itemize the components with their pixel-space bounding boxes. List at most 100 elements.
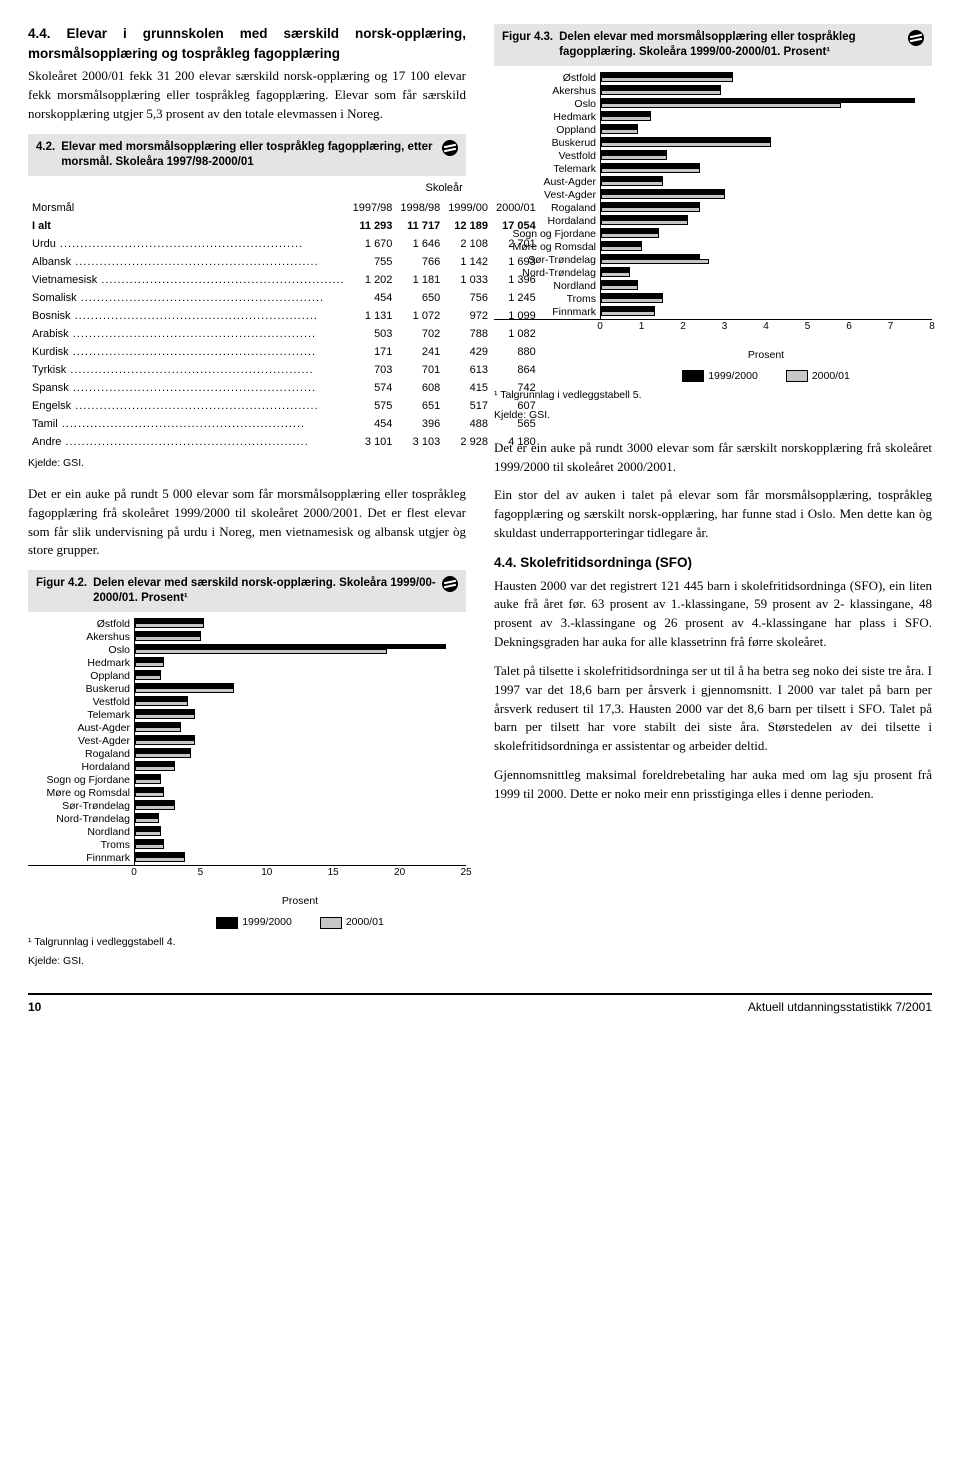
fig42-source: Kjelde: GSI. bbox=[28, 954, 466, 969]
row-value: 12 189 bbox=[444, 218, 492, 236]
axis-tick: 7 bbox=[888, 320, 894, 335]
para-4: Ein stor del av auken i talet på elevar … bbox=[494, 486, 932, 543]
row-value: 454 bbox=[349, 290, 397, 308]
row-label: Somalisk bbox=[28, 290, 349, 308]
chart-category-label: Finnmark bbox=[28, 851, 134, 866]
axis-tick: 3 bbox=[722, 320, 728, 335]
table-col-header: 1997/98 bbox=[349, 200, 397, 218]
figure-title: Delen elevar med morsmålsopplæring eller… bbox=[559, 30, 902, 60]
row-label: Bosnisk bbox=[28, 308, 349, 326]
figure-number: Figur 4.2. bbox=[36, 576, 87, 591]
table-row: Spansk574608415742 bbox=[28, 380, 540, 398]
table-row: Urdu1 6701 6462 1082 701 bbox=[28, 236, 540, 254]
row-value: 11 293 bbox=[349, 218, 397, 236]
row-label: Vietnamesisk bbox=[28, 272, 349, 290]
axis-tick: 0 bbox=[597, 320, 603, 335]
row-label: Tamil bbox=[28, 416, 349, 434]
fig42-footnote: ¹ Talgrunnlag i vedleggstabell 4. bbox=[28, 935, 466, 950]
row-value: 1 202 bbox=[349, 272, 397, 290]
figure-4-2-chart: ØstfoldAkershusOsloHedmarkOpplandBuskeru… bbox=[28, 618, 466, 930]
row-value: 454 bbox=[349, 416, 397, 434]
table-col-header: Morsmål bbox=[28, 200, 349, 218]
row-value: 1 142 bbox=[444, 254, 492, 272]
row-value: 1 181 bbox=[396, 272, 444, 290]
para-7: Gjennomsnittleg maksimal foreldrebetalin… bbox=[494, 766, 932, 804]
row-value: 517 bbox=[444, 398, 492, 416]
figure-4-2-header: Figur 4.2. Delen elevar med særskild nor… bbox=[28, 570, 466, 612]
table-col-header: 1999/00 bbox=[444, 200, 492, 218]
axis-tick: 5 bbox=[198, 866, 204, 881]
axis-tick: 20 bbox=[394, 866, 405, 881]
table-row: I alt11 29311 71712 18917 054 bbox=[28, 218, 540, 236]
axis-label: Prosent bbox=[600, 348, 932, 363]
axis-tick: 25 bbox=[460, 866, 471, 881]
table-row: Arabisk5037027881 082 bbox=[28, 326, 540, 344]
axis-label: Prosent bbox=[134, 894, 466, 909]
axis-tick: 6 bbox=[846, 320, 852, 335]
row-label: Albansk bbox=[28, 254, 349, 272]
table-source: Kjelde: GSI. bbox=[28, 456, 466, 471]
heading-4-4: 4.4. Elevar i grunnskolen med særskild n… bbox=[28, 24, 466, 63]
para-intro: Skoleåret 2000/01 fekk 31 200 elevar sær… bbox=[28, 67, 466, 124]
figure-4-3-chart: ØstfoldAkershusOsloHedmarkOpplandBuskeru… bbox=[494, 72, 932, 384]
stat-icon bbox=[442, 576, 458, 592]
row-value: 241 bbox=[396, 344, 444, 362]
row-value: 1 646 bbox=[396, 236, 444, 254]
stat-icon bbox=[442, 140, 458, 156]
legend-2: 2000/01 bbox=[346, 916, 384, 928]
row-label: Engelsk bbox=[28, 398, 349, 416]
axis-tick: 4 bbox=[763, 320, 769, 335]
row-label: Arabisk bbox=[28, 326, 349, 344]
row-value: 755 bbox=[349, 254, 397, 272]
table-row: Kurdisk171241429880 bbox=[28, 344, 540, 362]
table-number: 4.2. bbox=[36, 140, 55, 155]
publication-title: Aktuell utdanningsstatistikk 7/2001 bbox=[748, 999, 932, 1016]
table-row: Andre3 1013 1032 9284 180 bbox=[28, 434, 540, 452]
row-value: 575 bbox=[349, 398, 397, 416]
figure-4-3-header: Figur 4.3. Delen elevar med morsmålsoppl… bbox=[494, 24, 932, 66]
para-6: Talet på tilsette i skolefritidsordninga… bbox=[494, 662, 932, 756]
table-row: Tamil454396488565 bbox=[28, 416, 540, 434]
table-row: Tyrkisk703701613864 bbox=[28, 362, 540, 380]
para-2: Det er ein auke på rundt 5 000 elevar so… bbox=[28, 485, 466, 560]
row-value: 608 bbox=[396, 380, 444, 398]
axis-tick: 10 bbox=[261, 866, 272, 881]
row-label: Kurdisk bbox=[28, 344, 349, 362]
legend-1: 1999/2000 bbox=[242, 916, 292, 928]
row-label: Tyrkisk bbox=[28, 362, 349, 380]
table-row: Albansk7557661 1421 693 bbox=[28, 254, 540, 272]
heading-4-4-sfo: 4.4. Skolefritidsordninga (SFO) bbox=[494, 553, 932, 573]
page-footer: 10 Aktuell utdanningsstatistikk 7/2001 bbox=[28, 993, 932, 1016]
row-value: 1 072 bbox=[396, 308, 444, 326]
row-value: 2 108 bbox=[444, 236, 492, 254]
table-4-2-header: 4.2. Elevar med morsmålsopplæring eller … bbox=[28, 134, 466, 176]
chart-row: Finnmark bbox=[28, 852, 466, 865]
row-value: 613 bbox=[444, 362, 492, 380]
page-number: 10 bbox=[28, 999, 41, 1016]
fig43-source: Kjelde: GSI. bbox=[494, 408, 932, 423]
row-value: 396 bbox=[396, 416, 444, 434]
legend: 1999/2000 2000/01 bbox=[134, 915, 466, 930]
row-value: 650 bbox=[396, 290, 444, 308]
table-title: Elevar med morsmålsopplæring eller tospr… bbox=[61, 140, 436, 170]
row-value: 1 131 bbox=[349, 308, 397, 326]
legend-2: 2000/01 bbox=[812, 370, 850, 382]
row-value: 1 033 bbox=[444, 272, 492, 290]
row-value: 788 bbox=[444, 326, 492, 344]
row-label: I alt bbox=[28, 218, 349, 236]
row-value: 574 bbox=[349, 380, 397, 398]
row-value: 756 bbox=[444, 290, 492, 308]
chart-row: Finnmark bbox=[494, 306, 932, 319]
row-value: 703 bbox=[349, 362, 397, 380]
row-value: 1 670 bbox=[349, 236, 397, 254]
row-value: 3 101 bbox=[349, 434, 397, 452]
row-value: 3 103 bbox=[396, 434, 444, 452]
row-value: 488 bbox=[444, 416, 492, 434]
figure-title: Delen elevar med særskild norsk-opplærin… bbox=[93, 576, 436, 606]
legend-1: 1999/2000 bbox=[708, 370, 758, 382]
axis-tick: 8 bbox=[929, 320, 935, 335]
row-value: 2 928 bbox=[444, 434, 492, 452]
table-row: Bosnisk1 1311 0729721 099 bbox=[28, 308, 540, 326]
axis-tick: 2 bbox=[680, 320, 686, 335]
row-value: 415 bbox=[444, 380, 492, 398]
